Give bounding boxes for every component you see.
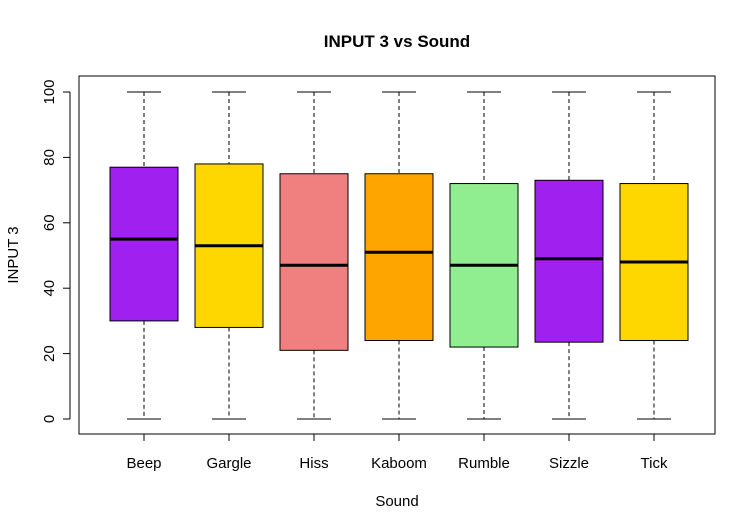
y-tick-label: 40 [41,280,58,297]
chart-title: INPUT 3 vs Sound [324,32,470,51]
y-tick-label: 80 [41,149,58,166]
x-tick-label: Gargle [206,455,251,472]
x-tick-label: Kaboom [371,455,427,472]
box-gargle [194,91,264,420]
box-series [109,91,689,420]
box-beep [109,91,179,420]
box-kaboom [364,91,434,420]
x-tick-label: Rumble [458,455,510,472]
x-tick-label: Sizzle [549,455,589,472]
iqr-box [279,173,349,351]
y-tick-label: 100 [41,79,58,104]
box-tick [619,91,689,420]
iqr-box [534,179,604,343]
y-tick-label: 0 [41,415,58,423]
iqr-box [109,166,179,322]
box-hiss [279,91,349,420]
y-axis-label: INPUT 3 [5,226,22,283]
y-tick-label: 60 [41,214,58,231]
x-tick-label: Hiss [299,455,328,472]
box-sizzle [534,91,604,420]
iqr-box [364,173,434,342]
x-tick-label: Tick [641,455,668,472]
y-tick-label: 20 [41,345,58,362]
x-axis: Beep Gargle Hiss Kaboom Rumble Sizzle Tick [126,433,668,472]
box-rumble [449,91,519,420]
x-tick-label: Beep [126,455,161,472]
y-axis: 0 20 40 60 80 100 [41,79,71,423]
x-axis-label: Sound [375,493,418,510]
